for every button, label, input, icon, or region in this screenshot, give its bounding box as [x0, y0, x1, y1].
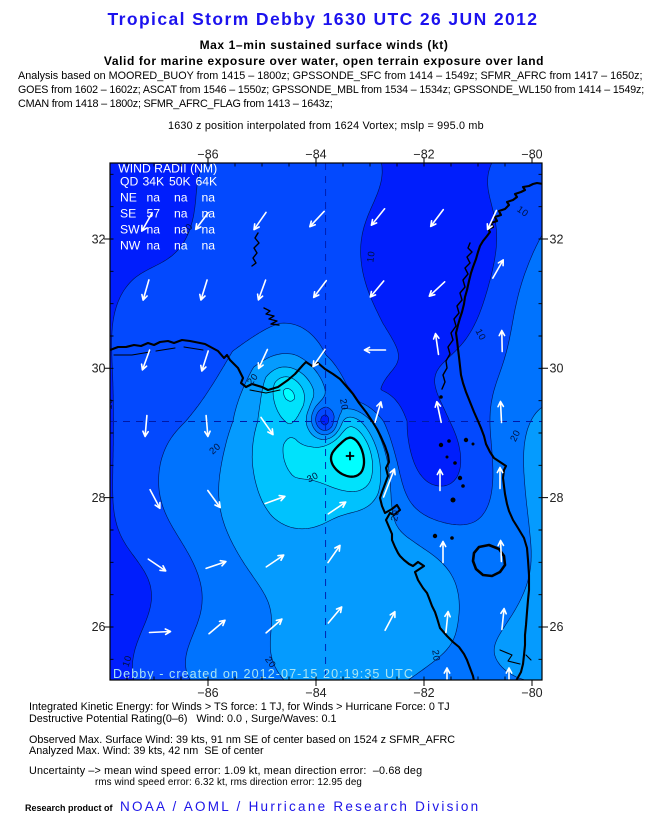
- svg-text:na: na: [147, 191, 161, 205]
- svg-text:10: 10: [365, 250, 377, 263]
- svg-text:20: 20: [429, 649, 442, 662]
- svg-text:na: na: [147, 223, 161, 237]
- svg-text:SE: SE: [120, 207, 136, 221]
- svg-text:20: 20: [508, 428, 523, 443]
- svg-text:28: 28: [92, 491, 106, 505]
- svg-text:−80: −80: [521, 148, 542, 162]
- svg-text:−86: −86: [197, 148, 218, 162]
- svg-text:10: 10: [515, 204, 531, 220]
- svg-text:20: 20: [337, 398, 350, 411]
- svg-text:na: na: [202, 239, 216, 253]
- svg-text:57: 57: [147, 207, 161, 221]
- svg-text:SW: SW: [120, 223, 140, 237]
- svg-text:−84: −84: [305, 148, 326, 162]
- svg-text:10: 10: [104, 398, 116, 410]
- svg-text:30: 30: [550, 362, 564, 376]
- svg-text:NE: NE: [120, 191, 137, 205]
- svg-text:QD: QD: [120, 174, 138, 188]
- svg-text:28: 28: [550, 491, 564, 505]
- svg-text:na: na: [174, 191, 188, 205]
- svg-text:−82: −82: [413, 148, 434, 162]
- svg-text:26: 26: [92, 620, 106, 634]
- svg-text:na: na: [174, 239, 188, 253]
- svg-text:na: na: [147, 239, 161, 253]
- svg-text:20: 20: [262, 655, 278, 671]
- svg-text:NW: NW: [120, 239, 141, 253]
- svg-text:−82: −82: [413, 686, 434, 700]
- svg-text:32: 32: [550, 232, 564, 246]
- svg-text:na: na: [174, 207, 188, 221]
- svg-text:30: 30: [305, 470, 320, 485]
- svg-text:na: na: [202, 223, 216, 237]
- svg-text:Debby - created on 2012-07-1: Debby - created on 2012-07-15 20:19:35 U…: [113, 667, 414, 681]
- svg-text:na: na: [202, 207, 216, 221]
- svg-text:26: 26: [550, 620, 564, 634]
- svg-text:WIND RADII (NM): WIND RADII (NM): [118, 161, 217, 175]
- svg-text:−86: −86: [197, 686, 218, 700]
- svg-text:−80: −80: [521, 686, 542, 700]
- svg-text:32: 32: [92, 232, 106, 246]
- svg-text:30: 30: [92, 362, 106, 376]
- svg-text:64K: 64K: [196, 174, 218, 188]
- svg-text:10: 10: [121, 654, 135, 668]
- svg-text:50K: 50K: [169, 174, 191, 188]
- svg-text:−84: −84: [305, 686, 326, 700]
- svg-text:na: na: [202, 191, 216, 205]
- svg-text:10: 10: [180, 222, 196, 238]
- svg-text:20: 20: [389, 509, 402, 522]
- svg-text:34K: 34K: [143, 174, 165, 188]
- svg-text:10: 10: [473, 327, 488, 342]
- svg-text:na: na: [174, 223, 188, 237]
